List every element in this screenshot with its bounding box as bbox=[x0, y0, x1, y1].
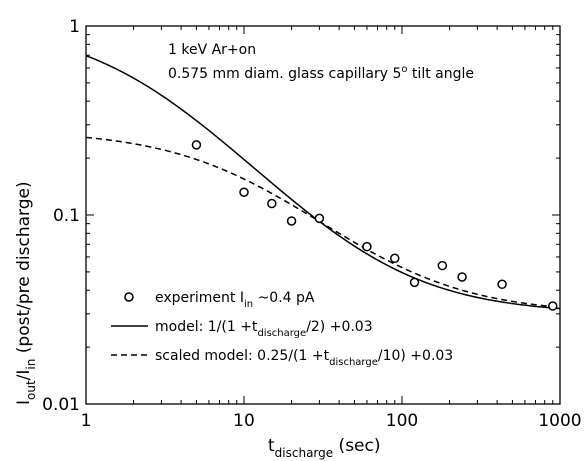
experiment-point bbox=[409, 277, 420, 288]
y-tick-label: 0.1 bbox=[53, 206, 80, 226]
y-tick-label: 1 bbox=[69, 17, 80, 37]
annotation-ion: 1 keV Ar+on bbox=[168, 42, 256, 58]
annotation-capillary: 0.575 mm diam. glass capillary 5o tilt a… bbox=[168, 64, 474, 82]
x-tick-label: 100 bbox=[386, 411, 418, 431]
experiment-point bbox=[191, 140, 202, 150]
experiment-point bbox=[362, 241, 372, 252]
experiment-point bbox=[286, 216, 297, 226]
y-tick-label: 0.01 bbox=[42, 395, 80, 415]
x-axis-title: tdischarge (sec) bbox=[268, 436, 381, 460]
legend-label-model: model: 1/(1 +tdischarge/2) +0.03 bbox=[155, 319, 373, 339]
legend-circle-marker bbox=[124, 292, 134, 302]
x-tick-label: 10 bbox=[233, 411, 255, 431]
legend-label-experiment: experiment Iin ~0.4 pA bbox=[155, 290, 315, 310]
axis-ticks: 1 10 100 1000 0.01 0.1 1 bbox=[42, 17, 581, 431]
model-curve bbox=[85, 54, 561, 310]
experiment-point bbox=[497, 279, 507, 290]
x-tick-label: 1 bbox=[81, 411, 92, 431]
experiment-point bbox=[239, 187, 249, 197]
legend-label-scaled-model: scaled model: 0.25/(1 +tdischarge/10) +0… bbox=[155, 348, 453, 368]
experiment-point bbox=[437, 260, 448, 271]
experiment-point bbox=[267, 198, 277, 209]
legend: experiment Iin ~0.4 pA model: 1/(1 +tdis… bbox=[111, 290, 453, 368]
y-axis-title: Iout/Iin (post/pre discharge) bbox=[14, 181, 38, 405]
experiment-point bbox=[457, 272, 467, 282]
model-curves bbox=[85, 54, 561, 310]
x-tick-label: 1000 bbox=[538, 411, 581, 431]
experiment-markers bbox=[191, 140, 558, 311]
experiment-point bbox=[548, 301, 558, 311]
scaled-model-curve bbox=[85, 136, 561, 309]
experiment-point bbox=[314, 213, 325, 224]
experiment-point bbox=[390, 253, 400, 264]
